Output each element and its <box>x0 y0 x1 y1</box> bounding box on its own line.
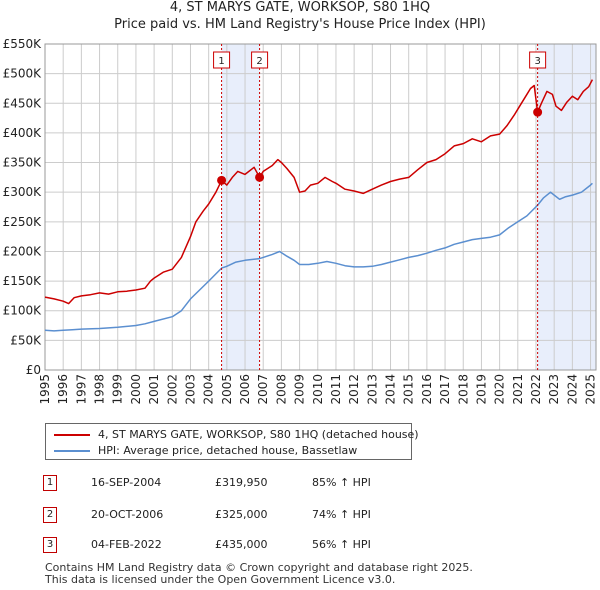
transaction-number-badge: 2 <box>43 507 57 523</box>
legend-swatch-property <box>54 434 90 436</box>
legend-label-hpi: HPI: Average price, detached house, Bass… <box>98 444 358 457</box>
sale-point <box>217 175 227 185</box>
transaction-number-badge: 1 <box>43 475 57 491</box>
x-tick-label: 2013 <box>365 374 379 405</box>
x-tick-label: 2007 <box>256 374 270 405</box>
y-tick-label: £150K <box>3 274 43 288</box>
y-tick-label: £400K <box>3 126 43 140</box>
x-tick-label: 2020 <box>493 374 507 405</box>
sale-label-box <box>529 51 547 69</box>
x-tick-label: 2006 <box>238 374 252 405</box>
x-tick-label: 2023 <box>547 374 561 405</box>
y-tick-label: £200K <box>3 244 43 258</box>
y-tick-label: £500K <box>3 67 43 81</box>
x-tick-label: 2019 <box>474 374 488 405</box>
x-tick-label: 1999 <box>111 374 125 405</box>
transaction-number-badge: 3 <box>43 537 57 553</box>
x-tick-label: 2022 <box>529 374 543 405</box>
transaction-price: £319,950 <box>215 476 268 489</box>
x-tick-label: 2001 <box>147 374 161 405</box>
y-tick-label: £250K <box>3 215 43 229</box>
property-series-line <box>44 79 594 305</box>
x-tick-label: 2004 <box>202 374 216 405</box>
transaction-date: 04-FEB-2022 <box>91 538 162 551</box>
x-tick-label: 1996 <box>56 374 70 405</box>
y-tick-label: £100K <box>3 304 43 318</box>
transaction-date: 16-SEP-2004 <box>91 476 162 489</box>
x-tick-label: 2016 <box>420 374 434 405</box>
x-tick-label: 2017 <box>438 374 452 405</box>
x-tick-label: 2002 <box>165 374 179 405</box>
x-tick-label: 2011 <box>329 374 343 405</box>
sale-point <box>255 172 265 182</box>
price-chart: £0 £50K £100K £150K £200K £250K £300K £350K £400… <box>3 37 598 405</box>
y-tick-label: £0 <box>26 363 41 377</box>
x-tick-label: 2014 <box>384 374 398 405</box>
sale-label-box <box>213 51 231 69</box>
transaction-hpi-change: 56% ↑ HPI <box>312 538 371 551</box>
footer-copyright: Contains HM Land Registry data © Crown c… <box>45 561 473 574</box>
chart-subtitle: Price paid vs. HM Land Registry's House … <box>114 17 486 32</box>
x-tick-label: 2009 <box>293 374 307 405</box>
plot-area <box>45 44 596 370</box>
x-tick-label: 2003 <box>183 374 197 405</box>
legend-swatch-hpi <box>54 450 90 452</box>
chart-title: 4, ST MARYS GATE, WORKSOP, S80 1HQ <box>169 0 431 15</box>
x-tick-label: 2024 <box>565 374 579 405</box>
x-tick-label: 2005 <box>220 374 234 405</box>
shaded-period <box>221 44 260 370</box>
y-tick-label: £300K <box>3 185 43 199</box>
x-tick-label: 1995 <box>38 374 52 405</box>
transaction-price: £435,000 <box>215 538 268 551</box>
x-tick-label: 1997 <box>74 374 88 405</box>
y-tick-label: £450K <box>3 96 43 110</box>
x-tick-label: 2000 <box>129 374 143 405</box>
x-tick-label: 2010 <box>311 374 325 405</box>
sale-label-number: 2 <box>256 56 262 67</box>
plot-frame <box>44 43 597 371</box>
y-tick-label: £350K <box>3 156 43 170</box>
footer-license: This data is licensed under the Open Gov… <box>45 573 396 586</box>
chart-legend: 4, ST MARYS GATE, WORKSOP, S80 1HQ (deta… <box>45 423 419 460</box>
x-tick-label: 2008 <box>274 374 288 405</box>
shaded-period <box>537 44 596 370</box>
legend-label-property: 4, ST MARYS GATE, WORKSOP, S80 1HQ (deta… <box>98 428 419 441</box>
x-tick-label: 2025 <box>584 374 598 405</box>
transaction-date: 20-OCT-2006 <box>91 508 164 521</box>
sale-label-box <box>251 51 269 69</box>
sale-label-number: 1 <box>218 56 224 67</box>
sale-label-number: 3 <box>534 56 540 67</box>
transaction-hpi-change: 74% ↑ HPI <box>312 508 371 521</box>
transaction-price: £325,000 <box>215 508 268 521</box>
x-tick-label: 2021 <box>511 374 525 405</box>
x-tick-label: 1998 <box>93 374 107 405</box>
x-tick-label: 2018 <box>456 374 470 405</box>
sale-point <box>533 107 543 117</box>
transaction-hpi-change: 85% ↑ HPI <box>312 476 371 489</box>
x-tick-label: 2015 <box>402 374 416 405</box>
y-tick-label: £550K <box>3 37 43 51</box>
y-tick-label: £50K <box>10 333 42 347</box>
hpi-series-line <box>44 182 593 332</box>
x-tick-label: 2012 <box>347 374 361 405</box>
